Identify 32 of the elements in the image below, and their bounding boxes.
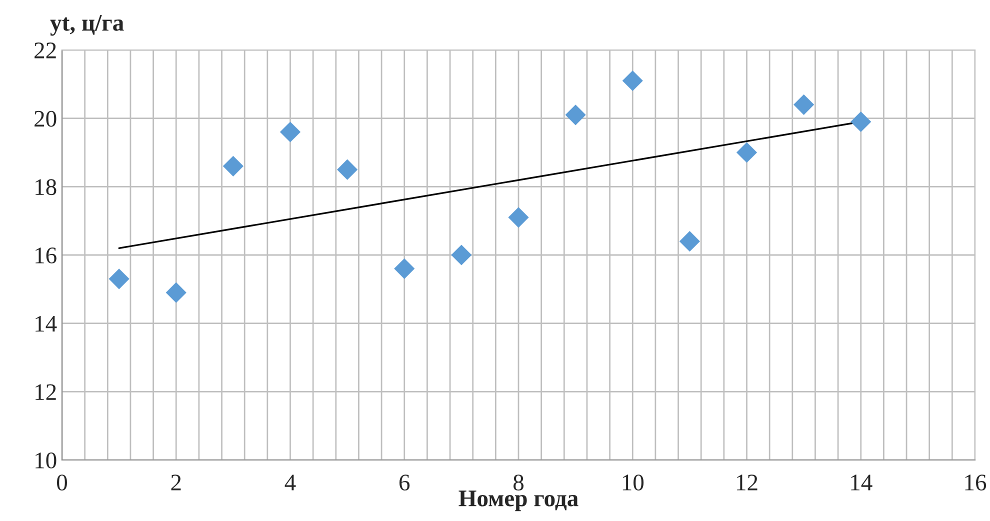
point xyxy=(337,159,358,180)
point xyxy=(508,207,529,228)
y-tick-label: 16 xyxy=(36,248,56,264)
point xyxy=(108,268,130,290)
y-axis-title: yt, ц/га xyxy=(50,15,124,36)
x-tick-label: 4 xyxy=(284,474,296,490)
y-tick-label: 12 xyxy=(36,384,56,400)
x-tick-label: 16 xyxy=(965,474,986,491)
point xyxy=(622,70,643,92)
y-tick-label: 14 xyxy=(36,316,57,332)
point xyxy=(736,142,758,163)
point xyxy=(394,258,415,279)
point xyxy=(679,231,700,252)
x-tick-label: 2 xyxy=(171,474,181,490)
x-tick-label: 10 xyxy=(622,474,644,491)
x-tick-label: 0 xyxy=(56,474,68,491)
x-tick-label: 12 xyxy=(737,474,758,490)
point xyxy=(222,156,244,176)
point xyxy=(794,94,814,115)
x-tick-label: 14 xyxy=(851,474,872,490)
y-tick-label: 22 xyxy=(34,42,56,58)
y-tick-label: 18 xyxy=(36,179,56,196)
x-axis-title: Номер года xyxy=(458,490,578,512)
y-tick-label: 20 xyxy=(34,110,56,127)
point xyxy=(166,282,186,303)
point xyxy=(565,104,586,126)
y-tick-label: 10 xyxy=(36,452,56,468)
point xyxy=(451,244,472,266)
point xyxy=(280,122,301,142)
x-tick-label: 6 xyxy=(399,474,410,491)
point xyxy=(850,111,872,132)
x-tick-label: 8 xyxy=(513,474,524,491)
